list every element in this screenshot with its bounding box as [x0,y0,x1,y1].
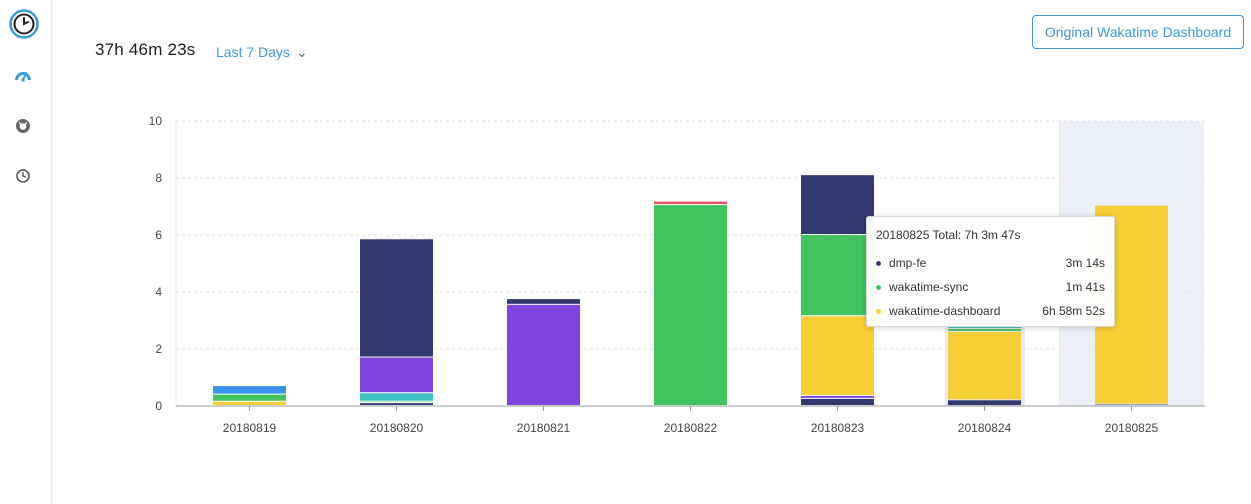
y-tick-label: 6 [155,228,162,242]
legend-dot [876,260,881,266]
x-tick-label: 20180824 [958,421,1012,435]
bar-segment[interactable] [213,386,286,394]
tooltip-row: wakatime-dashboard 6h 58m 52s [876,299,1105,323]
bar-segment[interactable] [948,400,1021,405]
axes: 0 2 4 6 8 10 20180819 20180820 20180821 20180822 2… [149,114,1205,435]
bar-segment[interactable] [801,235,874,316]
y-tick-label: 4 [155,285,162,299]
x-tick-label: 20180823 [811,421,865,435]
bar-segment[interactable] [507,299,580,304]
tooltip-series-name: dmp-fe [889,256,927,270]
tooltip-series-name: wakatime-sync [889,280,969,294]
dashboard-icon[interactable] [13,66,33,86]
tooltip-series-value: 1m 41s [1065,280,1105,294]
tooltip-series-value: 3m 14s [1065,256,1105,270]
x-tick-label: 20180819 [223,421,277,435]
legend-dot [876,308,881,314]
bar-segment[interactable] [213,394,286,401]
clock-icon[interactable] [13,166,33,186]
y-tick-label: 2 [155,342,162,356]
bar-segment[interactable] [360,393,433,401]
y-tick-label: 8 [155,171,162,185]
original-wakatime-dashboard-button[interactable]: Original Wakatime Dashboard [1032,15,1244,49]
sidebar [0,0,52,504]
bar-segment[interactable] [360,239,433,357]
range-label: Last 7 Days [216,44,290,60]
y-tick-label: 0 [155,399,162,413]
bar-segment[interactable] [801,316,874,396]
range-dropdown[interactable]: Last 7 Days ⌄ [216,44,308,61]
tooltip-series-value: 6h 58m 52s [1042,304,1105,318]
legend-dot [876,284,881,290]
tooltip-series-name: wakatime-dashboard [889,304,1001,318]
bar-segment[interactable] [213,401,286,405]
bar-segment[interactable] [801,398,874,405]
bar-segment[interactable] [360,403,433,405]
wakatime-logo[interactable] [9,9,39,39]
x-tick-label: 20180820 [370,421,424,435]
github-icon[interactable] [13,116,33,136]
bar-segment[interactable] [801,175,874,234]
tooltip-row: dmp-fe 3m 14s [876,251,1105,275]
bar-segment[interactable] [654,201,727,205]
bar-segment[interactable] [360,357,433,393]
tooltip-row: wakatime-sync 1m 41s [876,275,1105,299]
bar-segment[interactable] [948,329,1021,331]
x-tick-label: 20180821 [517,421,571,435]
bar-segment[interactable] [654,205,727,405]
bar-segment[interactable] [801,396,874,398]
chart-tooltip: 20180825 Total: 7h 3m 47s dmp-fe 3m 14s … [866,216,1115,327]
x-tick-label: 20180825 [1105,421,1159,435]
y-tick-label: 10 [149,114,163,128]
tooltip-title: 20180825 Total: 7h 3m 47s [876,228,1021,242]
bar-segment[interactable] [507,304,580,405]
bars [213,175,1168,405]
x-tick-label: 20180822 [664,421,718,435]
bar-segment[interactable] [948,326,1021,329]
bar-segment[interactable] [948,331,1021,400]
chevron-down-icon: ⌄ [295,44,308,60]
total-time: 37h 46m 23s [95,40,196,59]
